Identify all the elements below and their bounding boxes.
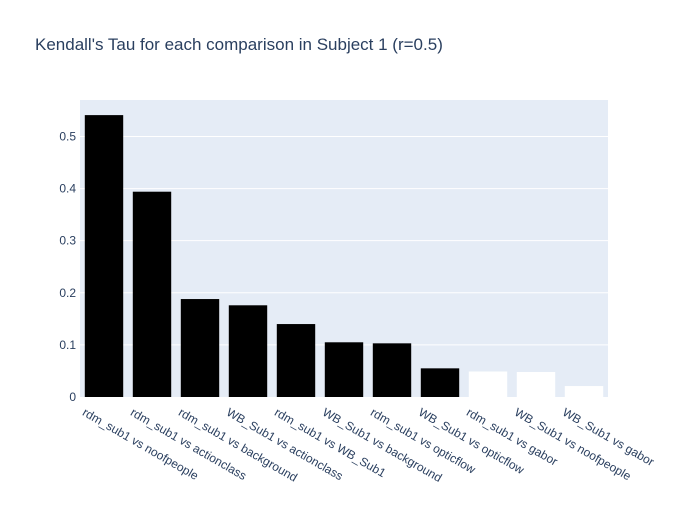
bar xyxy=(468,371,508,397)
y-axis-ticks: 0 0.1 0.2 0.3 0.4 0.5 xyxy=(59,129,76,404)
bar xyxy=(276,324,316,397)
y-tick-label: 0.3 xyxy=(59,234,76,248)
bar xyxy=(324,342,364,397)
bar xyxy=(516,371,556,397)
bar xyxy=(84,115,124,397)
bar xyxy=(372,343,412,397)
bar xyxy=(228,305,268,397)
y-tick-label: 0.4 xyxy=(59,182,76,196)
y-tick-label: 0.5 xyxy=(59,129,76,143)
bar xyxy=(420,368,460,397)
y-tick-label: 0.1 xyxy=(59,338,76,352)
y-tick-label: 0.2 xyxy=(59,286,76,300)
bar xyxy=(180,299,220,397)
y-tick-label: 0 xyxy=(69,390,76,404)
bar xyxy=(564,386,604,397)
bar xyxy=(132,191,172,397)
chart-title: Kendall's Tau for each comparison in Sub… xyxy=(35,35,443,54)
bars xyxy=(84,115,604,397)
